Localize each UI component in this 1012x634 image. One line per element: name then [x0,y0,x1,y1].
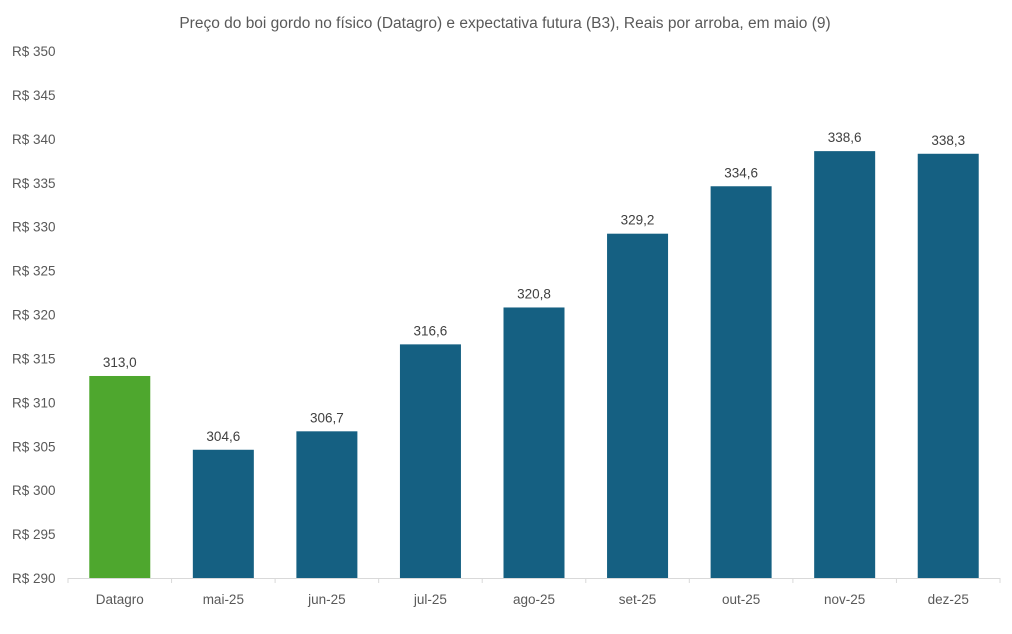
data-label: 304,6 [206,429,240,444]
data-label: 338,3 [931,133,965,148]
x-tick-label: jul-25 [413,592,447,607]
data-label: 320,8 [517,286,551,301]
x-tick-label: nov-25 [824,592,865,607]
bar-jul-25 [399,344,461,578]
y-tick-label: R$ 340 [12,132,56,147]
bar-mai-25 [192,449,254,578]
x-tick-label: ago-25 [513,592,555,607]
y-tick-label: R$ 350 [12,44,56,59]
x-tick-label: jun-25 [307,592,346,607]
data-label: 316,6 [414,323,448,338]
data-label: 306,7 [310,410,344,425]
bar-Datagro [89,375,151,578]
y-tick-label: R$ 330 [12,220,56,235]
y-tick-label: R$ 310 [12,395,56,410]
y-tick-label: R$ 325 [12,264,56,279]
x-tick-label: mai-25 [203,592,244,607]
data-label: 329,2 [621,213,655,228]
x-tick-label: set-25 [619,592,657,607]
y-axis: R$ 290 R$ 295 R$ 300 R$ 305 R$ 310 R$ 315 R$ 3… [12,44,56,586]
bar-set-25 [607,233,669,578]
bar-nov-25 [814,151,876,578]
y-tick-label: R$ 335 [12,176,56,191]
data-label: 334,6 [724,165,758,180]
data-label: 338,6 [828,130,862,145]
x-tick-label: dez-25 [928,592,969,607]
y-tick-label: R$ 345 [12,88,56,103]
y-tick-label: R$ 305 [12,439,56,454]
chart-title: Preço do boi gordo no físico (Datagro) e… [179,15,830,32]
y-tick-label: R$ 315 [12,351,56,366]
y-tick-label: R$ 290 [12,571,56,586]
x-axis: Datagro mai-25 jun-25 jul-25 ago-25 set-25 out… [67,578,1001,607]
x-tick-label: out-25 [722,592,760,607]
data-label: 313,0 [103,355,137,370]
bar-jun-25 [296,431,358,578]
y-tick-label: R$ 320 [12,308,56,323]
y-tick-label: R$ 295 [12,527,56,542]
y-tick-label: R$ 300 [12,483,56,498]
x-tick-label: Datagro [96,592,144,607]
bars: 313,0 304,6 306,7 316,6 320,8 329,2 334,6 338,6… [89,130,979,578]
bar-out-25 [710,186,772,578]
bar-dez-25 [917,153,979,578]
bar-ago-25 [503,307,565,578]
